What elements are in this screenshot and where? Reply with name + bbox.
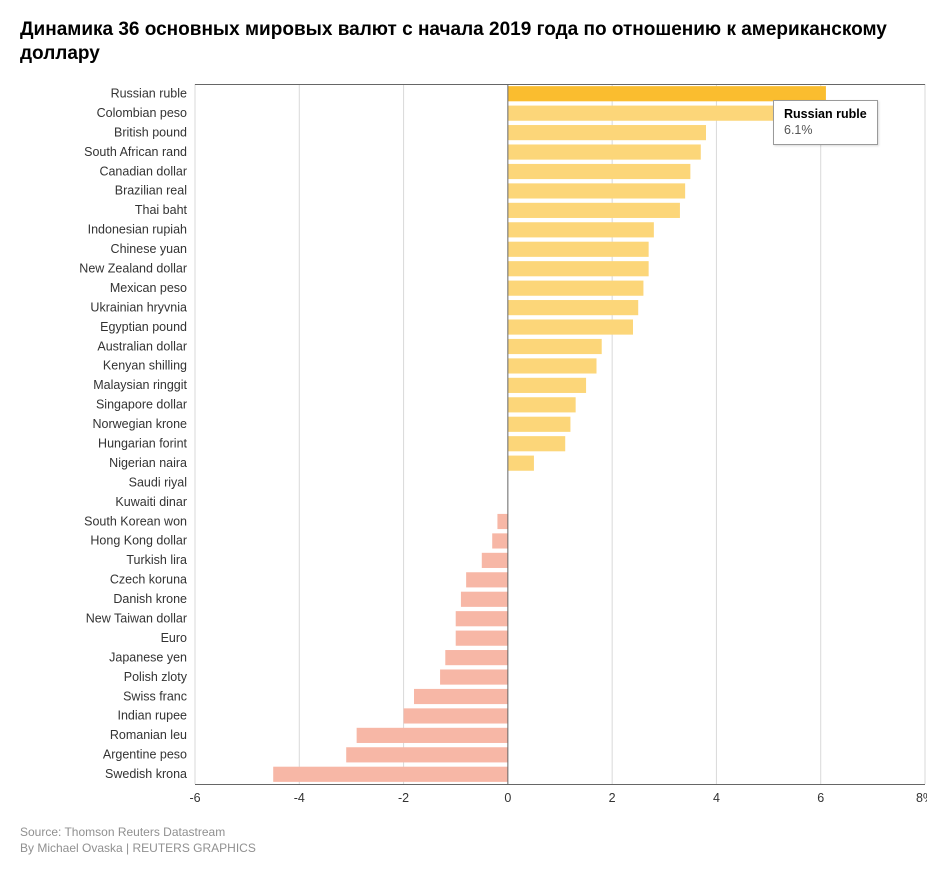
- bar[interactable]: [508, 183, 685, 198]
- y-axis-label: Norwegian krone: [93, 417, 188, 431]
- bar[interactable]: [508, 319, 633, 334]
- bar[interactable]: [273, 766, 508, 781]
- bar[interactable]: [346, 747, 508, 762]
- y-axis-label: Swedish krona: [105, 767, 187, 781]
- y-axis-label: New Taiwan dollar: [86, 611, 187, 625]
- bar[interactable]: [508, 377, 586, 392]
- bar[interactable]: [445, 650, 508, 665]
- tooltip-title: Russian ruble: [784, 107, 867, 121]
- y-axis-label: Russian ruble: [111, 86, 187, 100]
- y-axis-label: Czech koruna: [110, 572, 187, 586]
- y-axis-label: Argentine peso: [103, 747, 187, 761]
- y-axis-label: Indian rupee: [117, 708, 187, 722]
- bar[interactable]: [508, 397, 576, 412]
- tooltip-value: 6.1%: [784, 123, 867, 137]
- bar[interactable]: [466, 572, 508, 587]
- chart-container: Russian ruble Colombian peso British pound…: [20, 84, 924, 814]
- bar[interactable]: [414, 688, 508, 703]
- tooltip: Russian ruble 6.1%: [773, 100, 878, 145]
- x-axis-label: -2: [398, 791, 409, 805]
- bar[interactable]: [508, 202, 680, 217]
- x-axis-label: -4: [294, 791, 305, 805]
- bar[interactable]: [357, 727, 508, 742]
- bar[interactable]: [508, 261, 649, 276]
- x-axis-label: 0: [504, 791, 511, 805]
- y-axis-label: British pound: [114, 125, 187, 139]
- y-axis-label: Nigerian naira: [109, 455, 187, 469]
- bar[interactable]: [508, 416, 571, 431]
- y-axis-label: Kenyan shilling: [103, 358, 187, 372]
- currency-bar-chart: Russian ruble Colombian peso British pound…: [20, 84, 927, 814]
- y-axis-label: Colombian peso: [97, 105, 187, 119]
- bar[interactable]: [508, 338, 602, 353]
- y-axis-label: Romanian leu: [110, 728, 187, 742]
- y-axis-label: Euro: [161, 630, 187, 644]
- y-axis-label: Canadian dollar: [99, 164, 187, 178]
- y-axis-label: Thai baht: [135, 203, 188, 217]
- x-axis-label: -6: [189, 791, 200, 805]
- bar[interactable]: [508, 455, 534, 470]
- bar[interactable]: [508, 222, 654, 237]
- x-axis-label: 6: [817, 791, 824, 805]
- y-axis-label: Japanese yen: [109, 650, 187, 664]
- x-axis-label: 4: [713, 791, 720, 805]
- x-axis-label: 8%: [916, 791, 927, 805]
- y-axis-label: South Korean won: [84, 514, 187, 528]
- y-axis-label: South African rand: [84, 144, 187, 158]
- y-axis-label: Kuwaiti dinar: [115, 494, 187, 508]
- y-axis-label: Mexican peso: [110, 280, 187, 294]
- bar[interactable]: [508, 125, 706, 140]
- bar[interactable]: [456, 630, 508, 645]
- y-axis-label: Hong Kong dollar: [90, 533, 187, 547]
- y-axis-label: Danish krone: [113, 592, 187, 606]
- bar[interactable]: [508, 358, 597, 373]
- footer-source: Source: Thomson Reuters Datastream: [20, 824, 924, 841]
- y-axis-label: Egyptian pound: [100, 319, 187, 333]
- y-axis-label: New Zealand dollar: [79, 261, 187, 275]
- y-axis-label: Indonesian rupiah: [88, 222, 187, 236]
- y-axis-label: Swiss franc: [123, 689, 187, 703]
- bar[interactable]: [508, 436, 565, 451]
- bar[interactable]: [508, 163, 691, 178]
- bar[interactable]: [497, 513, 507, 528]
- bar[interactable]: [492, 533, 508, 548]
- bar[interactable]: [508, 241, 649, 256]
- chart-title: Динамика 36 основных мировых валют с нач…: [20, 18, 924, 66]
- bar[interactable]: [482, 552, 508, 567]
- bar[interactable]: [508, 144, 701, 159]
- bar[interactable]: [456, 611, 508, 626]
- y-axis-label: Australian dollar: [97, 339, 187, 353]
- y-axis-label: Ukrainian hryvnia: [90, 300, 187, 314]
- y-axis-label: Polish zloty: [124, 669, 188, 683]
- bar[interactable]: [508, 280, 644, 295]
- y-axis-label: Hungarian forint: [98, 436, 187, 450]
- bar[interactable]: [508, 105, 784, 120]
- y-axis-label: Brazilian real: [115, 183, 187, 197]
- y-axis-label: Turkish lira: [126, 553, 187, 567]
- bar[interactable]: [404, 708, 508, 723]
- footer-byline: By Michael Ovaska | REUTERS GRAPHICS: [20, 840, 924, 857]
- chart-footer: Source: Thomson Reuters Datastream By Mi…: [20, 824, 924, 858]
- bar[interactable]: [440, 669, 508, 684]
- y-axis-label: Singapore dollar: [96, 397, 187, 411]
- y-axis-label: Malaysian ringgit: [93, 378, 187, 392]
- bar[interactable]: [461, 591, 508, 606]
- x-axis-label: 2: [609, 791, 616, 805]
- y-axis-label: Chinese yuan: [111, 242, 187, 256]
- bar[interactable]: [508, 300, 638, 315]
- y-axis-label: Saudi riyal: [129, 475, 187, 489]
